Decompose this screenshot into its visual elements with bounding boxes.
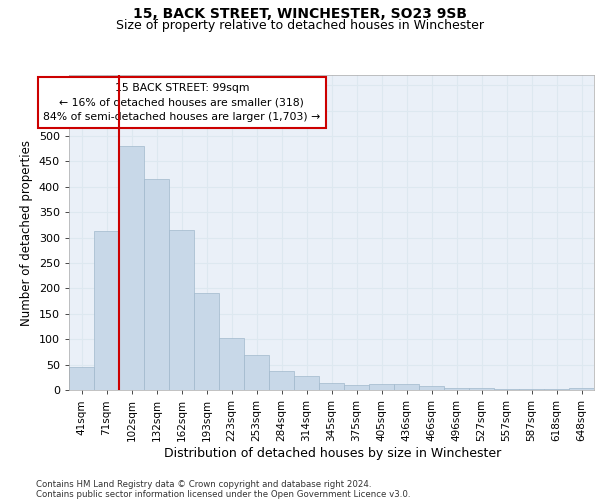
Bar xyxy=(169,230,194,390)
Bar xyxy=(444,388,469,390)
Bar xyxy=(569,388,594,390)
Text: Contains HM Land Registry data © Crown copyright and database right 2024.
Contai: Contains HM Land Registry data © Crown c… xyxy=(36,480,410,499)
Bar xyxy=(269,371,294,390)
Bar xyxy=(69,367,94,390)
Bar xyxy=(94,232,119,390)
Bar xyxy=(369,384,394,390)
Bar xyxy=(419,386,444,390)
Bar xyxy=(119,146,144,390)
Bar xyxy=(319,384,344,390)
Bar xyxy=(344,385,369,390)
Bar xyxy=(469,388,494,390)
Text: 15, BACK STREET, WINCHESTER, SO23 9SB: 15, BACK STREET, WINCHESTER, SO23 9SB xyxy=(133,8,467,22)
Bar xyxy=(244,356,269,390)
Text: Size of property relative to detached houses in Winchester: Size of property relative to detached ho… xyxy=(116,18,484,32)
Text: Distribution of detached houses by size in Winchester: Distribution of detached houses by size … xyxy=(164,448,502,460)
Y-axis label: Number of detached properties: Number of detached properties xyxy=(20,140,33,326)
Bar xyxy=(194,294,219,390)
Text: 15 BACK STREET: 99sqm
← 16% of detached houses are smaller (318)
84% of semi-det: 15 BACK STREET: 99sqm ← 16% of detached … xyxy=(43,83,320,122)
Bar xyxy=(144,179,169,390)
Bar xyxy=(294,376,319,390)
Bar xyxy=(394,384,419,390)
Bar xyxy=(219,338,244,390)
